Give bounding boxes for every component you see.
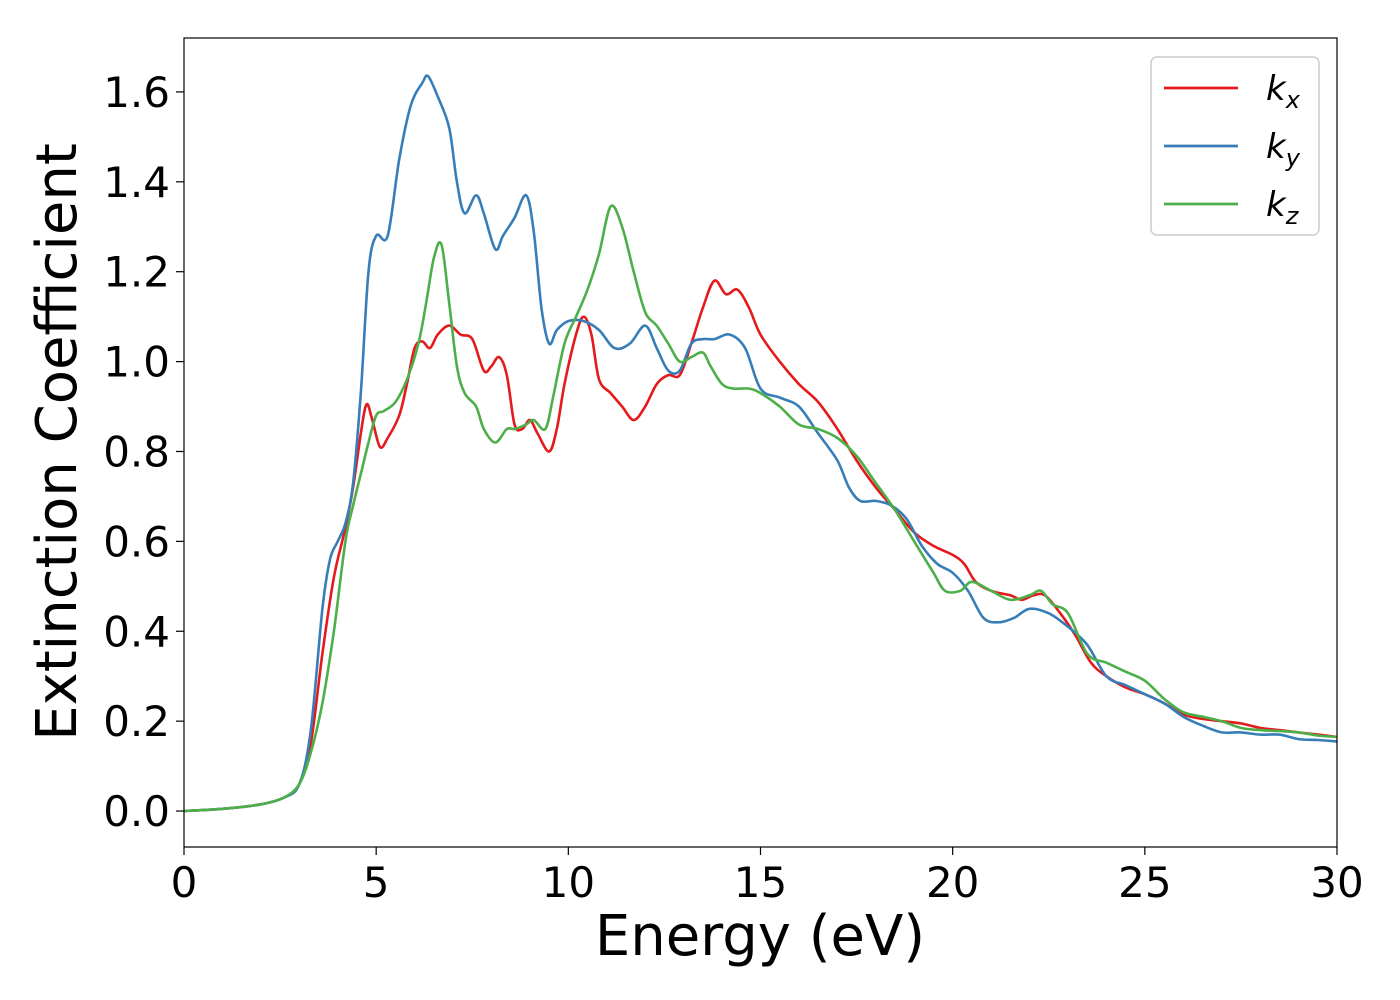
legend-label-k-x: kx [1266, 69, 1301, 114]
legend-label-subscript: z [1285, 202, 1300, 230]
x-tick-label: 5 [363, 858, 390, 907]
x-tick-label: 20 [926, 858, 979, 907]
x-tick-label: 30 [1310, 858, 1363, 907]
y-tick-label: 0.0 [103, 787, 170, 836]
x-tick-label: 15 [734, 858, 787, 907]
x-tick-label: 0 [171, 858, 198, 907]
series-layer [184, 74, 1337, 813]
x-tick-label: 10 [542, 858, 595, 907]
y-tick-label: 0.8 [103, 427, 170, 476]
legend-label-base: k [1266, 69, 1287, 109]
x-axis-title: Energy (eV) [595, 904, 925, 969]
series-line-k-x [184, 279, 1337, 813]
y-axis: 0.0 0.2 0.4 0.6 0.8 1.0 1.2 1.4 1.6 [103, 68, 184, 836]
x-tick-label: 25 [1118, 858, 1171, 907]
y-tick-label: 1.0 [103, 338, 170, 387]
legend-label-base: k [1266, 127, 1287, 167]
y-tick-label: 1.4 [103, 158, 170, 207]
legend-label-k-z: kz [1266, 185, 1300, 230]
y-tick-label: 0.6 [103, 517, 170, 566]
y-tick-label: 1.2 [103, 248, 170, 297]
y-axis-title: Extinction Coefficient [25, 143, 90, 741]
series-line-k-z [184, 204, 1337, 813]
y-tick-label: 1.6 [103, 68, 170, 117]
legend-label-subscript: y [1285, 144, 1301, 172]
legend-label-base: k [1266, 185, 1287, 225]
legend-label-subscript: x [1285, 86, 1301, 114]
x-axis: 0 5 10 15 20 25 30 [171, 847, 1364, 907]
y-tick-label: 0.4 [103, 607, 170, 656]
legend-label-k-y: ky [1266, 127, 1301, 172]
y-tick-label: 0.2 [103, 697, 170, 746]
